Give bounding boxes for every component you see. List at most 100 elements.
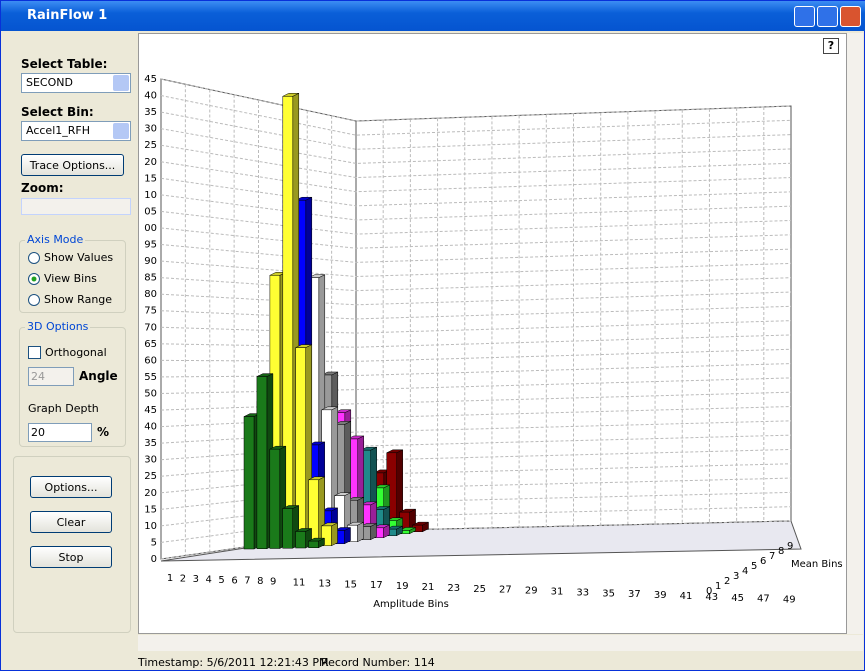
radio[interactable] xyxy=(28,273,40,285)
y-tick-label: 35 xyxy=(144,107,157,118)
angle-spinner[interactable]: 24 xyxy=(28,367,74,386)
y-tick-label: 95 xyxy=(144,240,157,251)
x-tick-label: 1 xyxy=(167,573,173,584)
grid-line xyxy=(160,128,792,164)
help-button[interactable]: ? xyxy=(823,38,839,54)
grid-line xyxy=(160,291,792,306)
z-tick-label: 5 xyxy=(751,561,757,572)
maximize-button[interactable] xyxy=(817,6,838,27)
z-tick-label: 0 xyxy=(706,586,712,597)
grid-line xyxy=(160,348,792,362)
bar-side xyxy=(357,521,364,543)
radio[interactable] xyxy=(28,252,40,264)
y-tick-label: 85 xyxy=(144,273,157,284)
x-tick-label: 6 xyxy=(231,575,237,586)
x-tick-label: 19 xyxy=(396,581,409,592)
radio-label: Show Values xyxy=(44,251,114,264)
y-tick-label: 80 xyxy=(144,289,157,300)
y-tick-label: 45 xyxy=(144,74,157,85)
z-axis-label: Mean Bins xyxy=(791,559,843,570)
minimize-button[interactable] xyxy=(794,6,815,27)
select-bin[interactable]: Accel1_RFH xyxy=(21,121,131,141)
y-tick-label: 05 xyxy=(144,206,157,217)
y-tick-label: 55 xyxy=(144,372,157,383)
x-tick-label: 31 xyxy=(551,587,564,598)
clear-button[interactable]: Clear xyxy=(30,511,112,533)
grid-line xyxy=(160,144,792,179)
grid-line xyxy=(160,194,792,221)
group-legend: 3D Options xyxy=(25,320,91,333)
x-tick-label: 7 xyxy=(244,576,250,587)
x-tick-label: 11 xyxy=(293,578,306,589)
y-tick-label: 20 xyxy=(144,488,157,499)
y-tick-label: 0 xyxy=(151,554,157,565)
status-record: Record Number: 114 xyxy=(321,656,435,669)
bar xyxy=(295,531,306,549)
z-tick-label: 8 xyxy=(778,546,784,557)
chart: 0510152025303540455055606570758085909500… xyxy=(144,74,843,610)
vertical-scrollbar[interactable] xyxy=(847,33,863,634)
title-bar: RainFlow 1 xyxy=(1,1,865,31)
grid-line xyxy=(160,78,792,122)
y-tick-label: 40 xyxy=(144,91,157,102)
x-tick-label: 15 xyxy=(344,579,357,590)
chart-area: 0 5 10 15 20 25 30 35 40 45 50 55 60 65 70 75 80 85 90 95 00… xyxy=(138,33,847,634)
x-tick-label: 13 xyxy=(318,578,331,589)
x-tick-label: 49 xyxy=(783,595,796,606)
label: Angle xyxy=(79,369,118,383)
y-tick-label: 10 xyxy=(144,521,157,532)
y-tick-label: 25 xyxy=(144,471,157,482)
checkbox[interactable] xyxy=(28,346,41,359)
x-tick-label: 3 xyxy=(193,574,199,585)
x-tick-label: 5 xyxy=(218,575,224,586)
z-tick-label: 1 xyxy=(715,581,721,592)
grid-line xyxy=(160,391,792,411)
label: Zoom: xyxy=(21,181,64,195)
actions-group xyxy=(13,456,131,633)
depth-spinner[interactable]: 20 xyxy=(28,423,92,442)
y-tick-label: 30 xyxy=(144,455,157,466)
grid-line xyxy=(160,406,792,428)
options-button[interactable]: Options... xyxy=(30,476,112,498)
x-tick-label: 45 xyxy=(731,593,744,604)
x-tick-label: 8 xyxy=(257,576,263,587)
grid-line xyxy=(160,161,792,193)
x-tick-label: 41 xyxy=(680,591,693,602)
x-tick-label: 33 xyxy=(576,587,589,598)
stop-button[interactable]: Stop xyxy=(30,546,112,568)
grid-line xyxy=(160,210,792,235)
grid-line xyxy=(160,363,792,378)
x-tick-label: 27 xyxy=(499,585,512,596)
x-tick-label: 9 xyxy=(270,577,276,588)
close-button[interactable] xyxy=(840,6,861,27)
bar-side xyxy=(331,522,338,547)
y-tick-label: 50 xyxy=(144,388,157,399)
bar xyxy=(308,540,319,549)
grid-line xyxy=(160,177,792,207)
grid-line xyxy=(160,277,792,292)
grid-line xyxy=(160,227,792,249)
y-tick-label: 70 xyxy=(144,322,157,333)
x-tick-label: 17 xyxy=(370,580,383,591)
horizontal-scrollbar[interactable] xyxy=(138,635,863,651)
y-tick-label: 90 xyxy=(144,256,157,267)
label: Orthogonal xyxy=(45,346,107,359)
grid-line xyxy=(160,377,792,394)
x-axis-label: Amplitude Bins xyxy=(373,599,449,610)
grid-line xyxy=(160,305,792,320)
y-tick-label: 40 xyxy=(144,422,157,433)
trace-options-button[interactable]: Trace Options... xyxy=(21,154,124,176)
z-tick-label: 3 xyxy=(733,571,739,582)
radio[interactable] xyxy=(28,294,40,306)
y-tick-label: 5 xyxy=(151,537,157,548)
select-table[interactable]: SECOND xyxy=(21,73,131,93)
x-tick-label: 47 xyxy=(757,594,770,605)
y-tick-label: 00 xyxy=(144,223,157,234)
x-tick-label: 21 xyxy=(422,582,435,593)
z-tick-label: 4 xyxy=(742,566,748,577)
grid-line xyxy=(160,260,792,278)
grid-line xyxy=(160,244,792,263)
x-tick-label: 37 xyxy=(628,589,641,600)
zoom-scrollbar[interactable] xyxy=(21,198,131,215)
z-tick-label: 2 xyxy=(724,576,730,587)
